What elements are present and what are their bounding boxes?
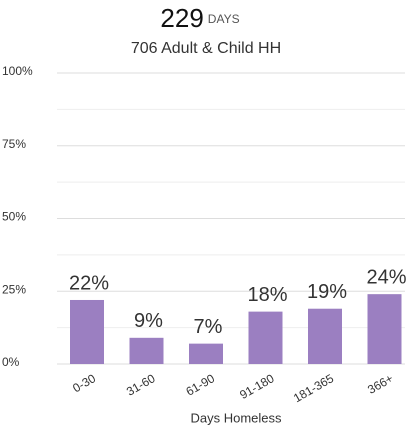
bar [248,311,283,364]
bar [367,294,402,364]
y-tick-label: 25% [2,282,26,296]
y-tick-label: 75% [2,137,26,151]
value-label: 19% [307,281,347,303]
x-tick-label: 0-30 [70,371,98,395]
value-label: 9% [134,310,163,332]
bar [308,308,342,364]
bar [129,337,164,364]
x-axis-label: Days Homeless [190,410,282,425]
x-tick-label: 91-180 [237,371,277,402]
x-tick-label: 366+ [365,371,395,397]
value-label: 7% [194,316,223,338]
title-unit: DAYS [208,12,240,26]
bar [189,343,223,364]
chart-subtitle: 706 Adult & Child HH [131,40,281,57]
title-value: 229 [160,3,203,33]
value-label: 22% [69,272,109,294]
y-tick-label: 0% [2,355,20,369]
y-tick-label: 50% [2,210,26,224]
value-label: 24% [366,266,406,288]
chart-title: 229 DAYS [160,3,239,33]
bar [70,299,104,364]
x-tick-label: 61-90 [183,371,217,399]
value-label: 18% [247,284,287,306]
x-tick-label: 31-60 [124,371,158,399]
y-tick-label: 100% [2,64,33,78]
x-tick-label: 181-365 [291,371,336,405]
